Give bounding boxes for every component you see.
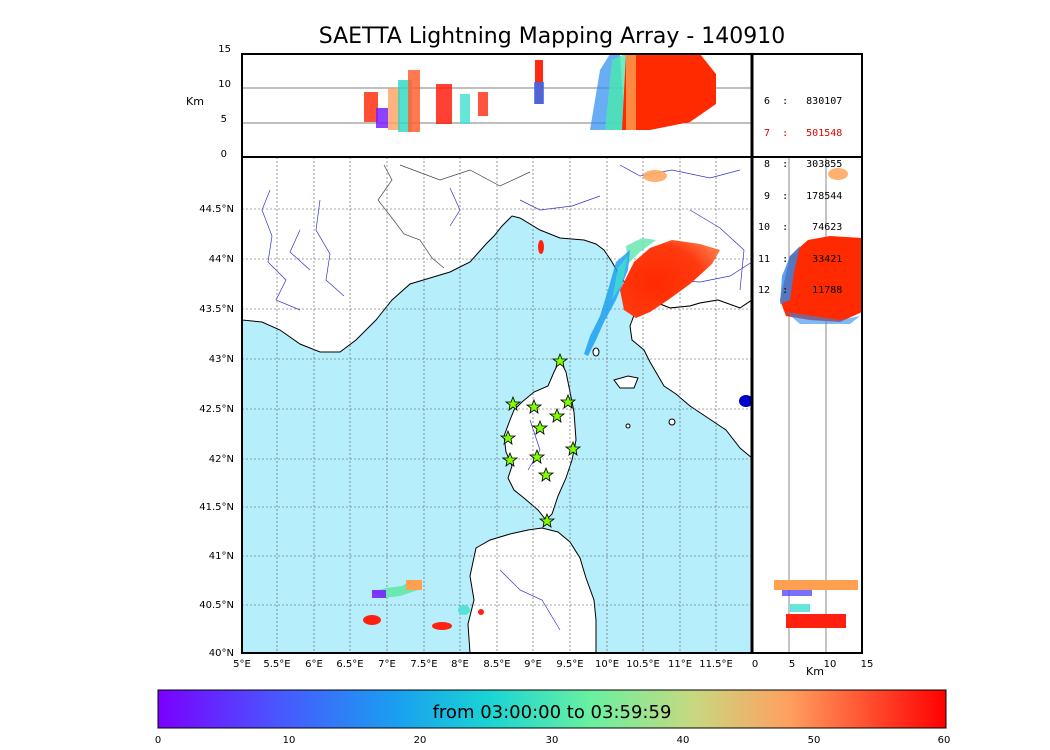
station-star [551, 352, 569, 368]
stats-box [751, 53, 863, 158]
storm-cell-main [620, 240, 720, 318]
station-star [531, 419, 549, 435]
station-count-row: 10 : 74623 [758, 222, 843, 233]
lon-ticks: 5°E 5.5°E 6°E 6.5°E 7°E 7.5°E 8°E 8.5°E … [233, 659, 733, 670]
colorbar-tick: 60 [938, 735, 951, 746]
tick-lat: 41.5°N [199, 502, 234, 513]
colorbar [157, 689, 947, 729]
top-alt-ticks: 15 10 5 0 [218, 44, 231, 160]
lon-alt-sources-west [364, 70, 488, 132]
lightning-sources [363, 170, 752, 630]
tick-alt-x: 5 [789, 659, 795, 670]
tick-lat: 41°N [209, 551, 234, 562]
station-count-row: 9 : 178544 [758, 190, 843, 202]
storm-cell-sw-3 [432, 622, 452, 630]
top-panel-ylabel: Km [186, 95, 204, 108]
lon-alt-sources-east [590, 54, 716, 130]
station-star [548, 407, 566, 423]
tick-lon: 10°E [595, 659, 619, 670]
station-star [528, 448, 546, 464]
map-panel [242, 157, 752, 653]
tick-lon: 5°E [233, 659, 251, 670]
station-count-row: 12 : 11788 [758, 285, 843, 296]
colorbar-tick: 30 [546, 735, 559, 746]
tick-lat: 40.5°N [199, 600, 234, 611]
figure-title: SAETTA Lightning Mapping Array - 140910 [318, 24, 786, 49]
altitude-lat-panel [752, 157, 862, 653]
storm-cell-blue [739, 395, 752, 407]
station-star [564, 440, 582, 456]
station-star [501, 451, 519, 467]
tick-lon: 7°E [378, 659, 396, 670]
storm-cell-leading-edge [626, 238, 656, 264]
tick-alt-0: 0 [221, 149, 227, 160]
station-count-row: 6 : 830107 [758, 96, 843, 107]
alt-lat-cell-sw-2 [786, 614, 846, 628]
alt-lat-cell-sw [774, 580, 858, 590]
station-star [538, 512, 556, 528]
rivers [261, 164, 752, 631]
storm-cell-small [538, 240, 544, 254]
island-capraia [592, 347, 600, 357]
colorbar-ticks: 0 10 20 30 40 50 60 [155, 735, 951, 746]
tick-alt-15: 15 [218, 44, 231, 55]
tick-lon: 10.5°E [626, 659, 660, 670]
station-count-row: 8 : 303855 [758, 159, 843, 170]
station-star [504, 395, 522, 411]
storm-cell-sw-2 [363, 615, 381, 625]
tick-lon: 11.5°E [699, 659, 733, 670]
tick-lat: 40°N [209, 648, 234, 659]
land-sardinia [467, 527, 597, 653]
tick-lat: 44.5°N [199, 204, 234, 215]
lma-stations [499, 352, 582, 528]
colorbar-label: from 03:00:00 to 03:59:59 [432, 702, 672, 723]
tick-lon: 5.5°E [263, 659, 290, 670]
tick-lat: 42.5°N [199, 404, 234, 415]
right-x-ticks: 0 5 10 15 [752, 659, 874, 670]
tick-alt-x: 0 [752, 659, 758, 670]
colorbar-tick: 40 [677, 735, 690, 746]
tick-alt-5: 5 [221, 114, 227, 125]
colorbar-tick: 20 [414, 735, 427, 746]
tick-lat: 43°N [209, 354, 234, 365]
lon-altitude-panel [242, 54, 752, 157]
tick-alt-x: 10 [824, 659, 837, 670]
station-star [499, 429, 517, 445]
right-panel-xlabel: Km [806, 665, 824, 678]
tick-alt-10: 10 [218, 79, 231, 90]
alt-lat-cell-main [780, 236, 862, 322]
tick-lat: 42°N [209, 454, 234, 465]
island-giglio [668, 418, 676, 426]
tick-alt-x: 15 [861, 659, 874, 670]
tick-lon: 9°E [524, 659, 542, 670]
land-corsica [503, 358, 577, 521]
colorbar-tick: 50 [808, 735, 821, 746]
station-count-row: 7 : 501548 [758, 127, 843, 139]
tick-lat: 44°N [209, 254, 234, 265]
tick-lon: 6°E [305, 659, 323, 670]
colorbar-tick: 10 [283, 735, 296, 746]
station-star [525, 398, 543, 414]
tick-lon: 8.5°E [483, 659, 510, 670]
tick-lat: 43.5°N [199, 304, 234, 315]
tick-lon: 6.5°E [336, 659, 363, 670]
storm-cell-north [643, 170, 667, 182]
island-elba [613, 375, 639, 389]
lat-ticks: 44.5°N 44°N 43.5°N 43°N 42.5°N 42°N 41.5… [199, 204, 234, 659]
station-star [559, 393, 577, 409]
alt-lat-cell-north [828, 168, 848, 180]
national-border-2 [399, 164, 531, 187]
station-star [537, 466, 555, 482]
tick-lon: 7.5°E [410, 659, 437, 670]
station-count-table: 6 : 830107 7 : 501548 8 : 303855 9 : 178… [758, 76, 842, 307]
island-montecristo [625, 423, 631, 429]
station-count-row: 11 : 33421 [758, 253, 843, 265]
tick-lon: 8°E [451, 659, 469, 670]
colorbar-tick: 0 [155, 735, 161, 746]
tick-lon: 9.5°E [556, 659, 583, 670]
national-border [377, 164, 445, 269]
tick-lon: 11°E [668, 659, 692, 670]
lon-alt-sources-center [534, 60, 544, 104]
